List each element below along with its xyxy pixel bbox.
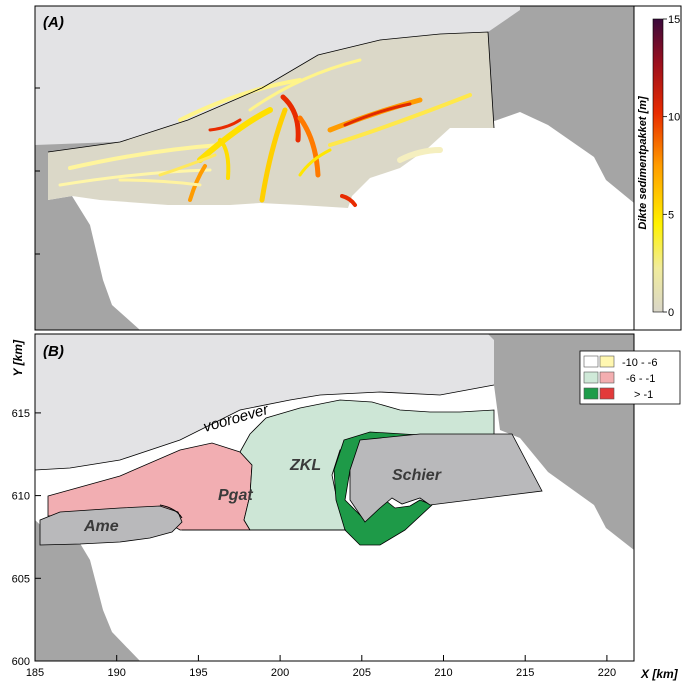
- x-tick-label: 215: [516, 667, 534, 679]
- legend-label-1: -10 - -6: [622, 357, 657, 369]
- legend-swatch-red-2: [599, 371, 615, 384]
- colorbar-tick-label: 5: [668, 209, 674, 221]
- legend-swatch-green-3: [583, 387, 599, 400]
- coastline-outline-b: [35, 384, 495, 471]
- island-schiermonnikoog: [349, 433, 543, 523]
- label-zkl: ZKL: [289, 457, 321, 474]
- x-axis-label: X [km]: [640, 667, 679, 681]
- x-tick-label: 205: [353, 667, 371, 679]
- legend-label-2: -6 - -1: [626, 373, 655, 385]
- legend-label-3: > -1: [634, 389, 653, 401]
- colorbar-tick-label: 15: [668, 14, 680, 26]
- colorbar-tick-label: 10: [668, 112, 680, 124]
- y-tick-label: 615: [12, 408, 30, 420]
- sediment-thickness-field: [48, 32, 494, 208]
- legend: -10 - -6 -6 - -1 > -1: [579, 350, 681, 405]
- label-schier: Schier: [392, 467, 442, 484]
- y-axis-label: Y [km]: [11, 339, 25, 376]
- y-axis-ticks: 600 605 610 615: [12, 408, 41, 668]
- x-tick-label: 195: [189, 667, 207, 679]
- sediment-streaks: [58, 58, 472, 207]
- colorbar-ticks: 0 5 10 15: [663, 14, 680, 319]
- colorbar-tick-label: 0: [668, 307, 674, 319]
- panel-a: [35, 6, 634, 330]
- panel-b-frame: [34, 333, 635, 662]
- x-tick-label: 220: [598, 667, 616, 679]
- legend-swatch-green-1: [583, 355, 599, 368]
- label-ame: Ame: [83, 518, 119, 535]
- domain-outline-a: [47, 31, 495, 153]
- sea-area-b: [35, 334, 494, 470]
- legend-swatch-green-2: [583, 371, 599, 384]
- label-pgat: Pgat: [218, 487, 253, 504]
- colorbar-title: Dikte sedimentpakket [m]: [637, 96, 649, 230]
- y-tick-label: 605: [12, 573, 30, 585]
- x-tick-label: 200: [271, 667, 289, 679]
- y-tick-label: 600: [12, 656, 30, 668]
- ameland-tip: [159, 504, 183, 519]
- legend-swatch-red-1: [599, 355, 615, 368]
- panel-a-ticks: [35, 87, 40, 255]
- x-tick-label: 185: [26, 667, 44, 679]
- panel-a-label: (A): [43, 14, 64, 31]
- colorbar: [652, 18, 664, 313]
- island-ameland: [39, 505, 183, 546]
- x-tick-label: 190: [108, 667, 126, 679]
- x-axis-ticks: 185 190 195 200 205 210 215 220: [26, 655, 616, 679]
- y-tick-label: 610: [12, 491, 30, 503]
- legend-swatch-red-3: [599, 387, 615, 400]
- x-tick-label: 210: [434, 667, 452, 679]
- panel-b-label: (B): [43, 343, 64, 360]
- panel-b: [35, 334, 634, 661]
